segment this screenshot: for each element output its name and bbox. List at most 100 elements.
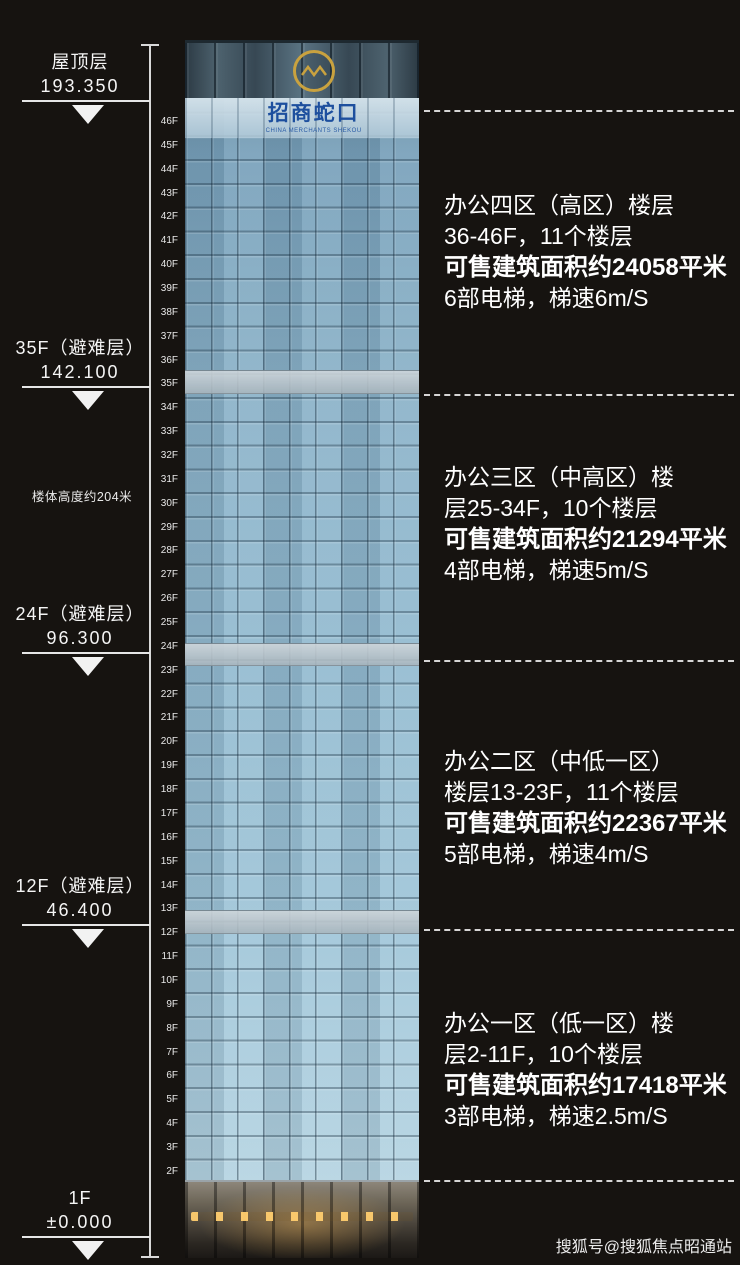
zone-saleable-area: 可售建筑面积约21294平米 <box>444 526 727 553</box>
zone-title: 办公一区（低一区）楼 <box>444 1010 674 1036</box>
marker-line <box>22 386 150 388</box>
floor-label: 20F <box>160 736 178 748</box>
building-height-note: 楼体高度约204米 <box>31 490 133 504</box>
zone-office-3-mid-high: 办公三区（中高区）楼 层25-34F，10个楼层 可售建筑面积约21294平米 … <box>444 462 736 586</box>
marker-35f-refuge: 35F（避难层） 142.100 <box>10 336 150 410</box>
floor-label: 26F <box>160 593 178 605</box>
marker-line <box>22 652 150 654</box>
zone-office-4-high: 办公四区（高区）楼层 36-46F，11个楼层 可售建筑面积约24058平米 6… <box>444 190 736 314</box>
zone-title: 办公三区（中高区）楼 <box>444 464 674 490</box>
zone-floors: 层25-34F，10个楼层 <box>444 495 658 521</box>
marker-line <box>22 100 150 102</box>
marker-12f-refuge: 12F（避难层） 46.400 <box>10 874 150 948</box>
floor-label: 29F <box>160 521 178 533</box>
floor-label: 9F <box>166 998 178 1010</box>
floor-label: 10F <box>160 974 178 986</box>
zone-title: 办公二区（中低一区） <box>444 748 674 774</box>
zone-elevators: 4部电梯，梯速5m/S <box>444 557 649 583</box>
zone-separator-12f <box>424 929 734 931</box>
floor-label: 18F <box>160 784 178 796</box>
podium-lights <box>191 1212 413 1221</box>
marker-roof-label: 屋顶层 <box>51 52 109 72</box>
floor-label: 44F <box>160 163 178 175</box>
zone-office-1-low: 办公一区（低一区）楼 层2-11F，10个楼层 可售建筑面积约17418平米 3… <box>444 1008 736 1132</box>
tower-facade <box>185 40 419 1180</box>
floor-label: 6F <box>166 1070 178 1082</box>
zone-office-2-mid-low: 办公二区（中低一区） 楼层13-23F，11个楼层 可售建筑面积约22367平米… <box>444 746 736 870</box>
marker-35f-label: 35F（避难层） <box>15 338 145 358</box>
floor-label: 7F <box>166 1046 178 1058</box>
floor-label: 19F <box>160 760 178 772</box>
marker-1f-elevation: ±0.000 <box>46 1212 114 1232</box>
floor-labels: 46F 45F 44F 43F 42F 41F 40F 39F 38F 37F 36F 35F 34F 3… <box>150 117 181 1177</box>
floor-label: 36F <box>160 354 178 366</box>
floor-label: 22F <box>160 688 178 700</box>
dimension-line <box>149 45 151 1258</box>
floor-label: 14F <box>160 879 178 891</box>
zone-elevators: 3部电梯，梯速2.5m/S <box>444 1103 668 1129</box>
logo-emblem-icon <box>292 50 335 92</box>
zone-separator-bottom <box>424 1180 734 1182</box>
refuge-floor-band-24f <box>185 643 419 666</box>
zone-saleable-area: 可售建筑面积约22367平米 <box>444 810 727 837</box>
zone-floors: 楼层13-23F，11个楼层 <box>444 779 679 805</box>
building-podium <box>185 1180 419 1258</box>
floor-label: 43F <box>160 187 178 199</box>
logo-subtext: CHINA MERCHANTS SHEKOU <box>265 128 362 134</box>
down-arrow-icon <box>72 1241 104 1260</box>
floor-label: 27F <box>160 569 178 581</box>
floor-label: 34F <box>160 402 178 414</box>
marker-24f-elevation: 96.300 <box>46 628 114 648</box>
floor-label: 5F <box>166 1094 178 1106</box>
zone-separator-24f <box>424 660 734 662</box>
zone-elevators: 5部电梯，梯速4m/S <box>444 841 649 867</box>
floor-label: 46F <box>160 116 178 127</box>
down-arrow-icon <box>72 657 104 676</box>
floor-label: 41F <box>160 235 178 247</box>
floor-label: 39F <box>160 283 178 295</box>
zone-saleable-area: 可售建筑面积约24058平米 <box>444 254 727 281</box>
marker-roof: 屋顶层 193.350 <box>10 50 150 124</box>
zone-elevators: 6部电梯，梯速6m/S <box>444 285 649 311</box>
floor-label: 42F <box>160 211 178 223</box>
floor-label: 8F <box>166 1022 178 1034</box>
marker-1f-label: 1F <box>68 1188 92 1208</box>
building-rendering: 招商蛇口 CHINA MERCHANTS SHEKOU <box>185 40 419 1258</box>
logo-band <box>185 98 419 138</box>
down-arrow-icon <box>72 391 104 410</box>
refuge-floor-band-35f <box>185 370 419 394</box>
floor-label: 32F <box>160 450 178 462</box>
zone-separator-35f <box>424 394 734 396</box>
floor-label: 45F <box>160 139 178 151</box>
marker-12f-label: 12F（避难层） <box>15 876 145 896</box>
zone-floors: 层2-11F，10个楼层 <box>444 1041 643 1067</box>
floor-label: 13F <box>160 903 178 915</box>
floor-label: 37F <box>160 330 178 342</box>
dimension-tick-bottom <box>141 1256 159 1258</box>
marker-line <box>22 1236 150 1238</box>
floor-label: 15F <box>160 855 178 867</box>
floor-label: 28F <box>160 545 178 557</box>
mountain-mark-icon <box>300 64 327 78</box>
zone-saleable-area: 可售建筑面积约17418平米 <box>444 1072 727 1099</box>
marker-1f-ground: 1F ±0.000 <box>10 1186 150 1260</box>
marker-roof-elevation: 193.350 <box>40 76 120 96</box>
marker-24f-label: 24F（避难层） <box>15 604 145 624</box>
floor-label: 23F <box>160 664 178 676</box>
floor-label: 17F <box>160 807 178 819</box>
floor-label: 25F <box>160 617 178 629</box>
floor-label: 31F <box>160 473 178 485</box>
floor-label: 30F <box>160 497 178 509</box>
marker-line <box>22 924 150 926</box>
floor-label: 2F <box>166 1165 178 1177</box>
refuge-floor-band-12f <box>185 910 419 934</box>
floor-label: 38F <box>160 306 178 318</box>
zone-title: 办公四区（高区）楼层 <box>444 192 674 218</box>
marker-12f-elevation: 46.400 <box>46 900 114 920</box>
logo-text: 招商蛇口 <box>267 102 360 125</box>
zone-floors: 36-46F，11个楼层 <box>444 223 633 249</box>
dimension-tick-top <box>141 44 159 46</box>
floor-label: 12F <box>160 927 178 939</box>
china-merchants-shekou-logo: 招商蛇口 CHINA MERCHANTS SHEKOU <box>229 50 399 134</box>
